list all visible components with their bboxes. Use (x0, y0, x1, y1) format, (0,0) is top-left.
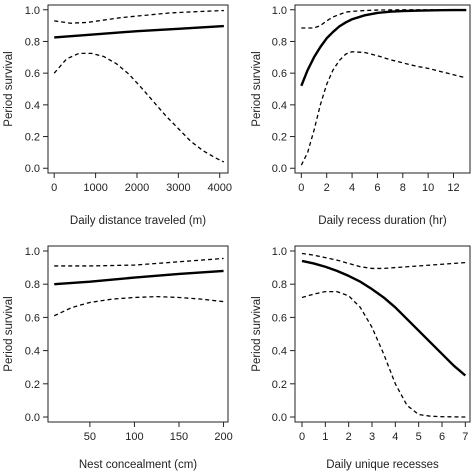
x-tick-label: 3000 (166, 182, 190, 194)
x-axis-title: Daily distance traveled (m) (70, 215, 206, 227)
x-tick-label: 6 (374, 182, 380, 194)
y-tick-label: 0.6 (272, 312, 287, 324)
y-tick-label: 0.8 (25, 279, 40, 291)
survival-estimate-line (54, 24, 224, 39)
plot-frame (47, 4, 229, 174)
survival-estimate-line (301, 259, 467, 377)
y-tick-label: 0.4 (25, 100, 40, 112)
x-tick-label: 12 (447, 182, 459, 194)
x-tick-label: 4 (349, 182, 355, 194)
x-axis-title: Daily unique recesses (326, 459, 439, 471)
confidence-bound-line (53, 52, 225, 163)
y-tick-label: 0.4 (272, 100, 287, 112)
confidence-bound-line (301, 252, 466, 270)
confidence-bound-line (54, 9, 224, 24)
x-tick-label: 2 (324, 182, 330, 194)
y-axis-title: Period survival (3, 296, 15, 371)
y-tick-label: 0.2 (25, 379, 40, 391)
y-tick-label: 0.6 (272, 68, 287, 80)
x-tick-label: 1000 (83, 182, 107, 194)
y-tick-label: 0.8 (272, 36, 287, 48)
y-tick-label: 0.0 (272, 412, 287, 424)
y-tick-label: 0.6 (25, 68, 40, 80)
x-tick-label: 10 (422, 182, 434, 194)
x-tick-label: 2 (346, 431, 352, 443)
chart-panel-4: 0.0 0.2 0.4 0.6 0.8 1.0 0 1 2 3 4 5 6 7 Daily unique r… (251, 245, 471, 471)
x-tick-label: 3 (369, 431, 375, 443)
y-tick-label: 0.0 (25, 163, 40, 175)
y-tick-label: 0.2 (272, 132, 287, 144)
plot-frame (294, 4, 471, 174)
x-tick-label: 4 (392, 431, 398, 443)
y-tick-label: 0.0 (272, 163, 287, 175)
y-tick-label: 1.0 (25, 246, 40, 258)
x-tick-label: 8 (400, 182, 406, 194)
y-tick-label: 0.4 (272, 346, 287, 358)
x-tick-label: 0 (51, 182, 57, 194)
x-axis-title: Daily recess duration (hr) (318, 215, 447, 227)
survival-estimate-line (300, 8, 467, 87)
y-tick-label: 1.0 (272, 5, 287, 17)
plot-frame (47, 245, 229, 423)
x-axis-title: Nest concealment (cm) (79, 459, 197, 471)
y-axis-title: Period survival (251, 51, 263, 126)
x-tick-label: 0 (299, 431, 305, 443)
chart-panel-2: 0.0 0.2 0.4 0.6 0.8 1.0 0 2 4 6 8 10 12 Daily recess … (251, 4, 471, 227)
y-axis-title: Period survival (251, 296, 263, 371)
confidence-bound-line (301, 9, 467, 29)
y-tick-label: 1.0 (25, 5, 40, 17)
chart-panel-3: 0.0 0.2 0.4 0.6 0.8 1.0 50 100 150 200 Nest concea… (3, 245, 233, 471)
y-axis-title: Period survival (3, 51, 15, 126)
x-tick-label: 2000 (125, 182, 149, 194)
y-tick-label: 0.6 (25, 312, 40, 324)
y-tick-label: 0.2 (272, 379, 287, 391)
y-tick-label: 0.8 (272, 279, 287, 291)
y-tick-label: 1.0 (272, 246, 287, 258)
confidence-bound-line (53, 295, 224, 317)
survival-estimate-line (54, 269, 224, 286)
y-tick-label: 0.2 (25, 132, 40, 144)
x-tick-label: 50 (84, 431, 96, 443)
confidence-bound-line (54, 257, 224, 267)
x-tick-label: 1 (322, 431, 328, 443)
x-tick-label: 7 (462, 431, 468, 443)
y-tick-label: 0.8 (25, 36, 40, 48)
x-tick-label: 200 (214, 431, 232, 443)
x-tick-label: 4000 (207, 182, 231, 194)
x-tick-label: 6 (439, 431, 445, 443)
x-tick-label: 5 (416, 431, 422, 443)
confidence-bound-line (300, 51, 467, 166)
plot-frame (294, 245, 471, 423)
x-tick-label: 0 (298, 182, 304, 194)
y-tick-label: 0.0 (25, 412, 40, 424)
chart-panel-1: 0.0 0.2 0.4 0.6 0.8 1.0 0 1000 2000 3000 4000 Daily… (3, 4, 232, 227)
x-tick-label: 100 (125, 431, 143, 443)
y-tick-label: 0.4 (25, 346, 40, 358)
x-tick-label: 150 (170, 431, 188, 443)
